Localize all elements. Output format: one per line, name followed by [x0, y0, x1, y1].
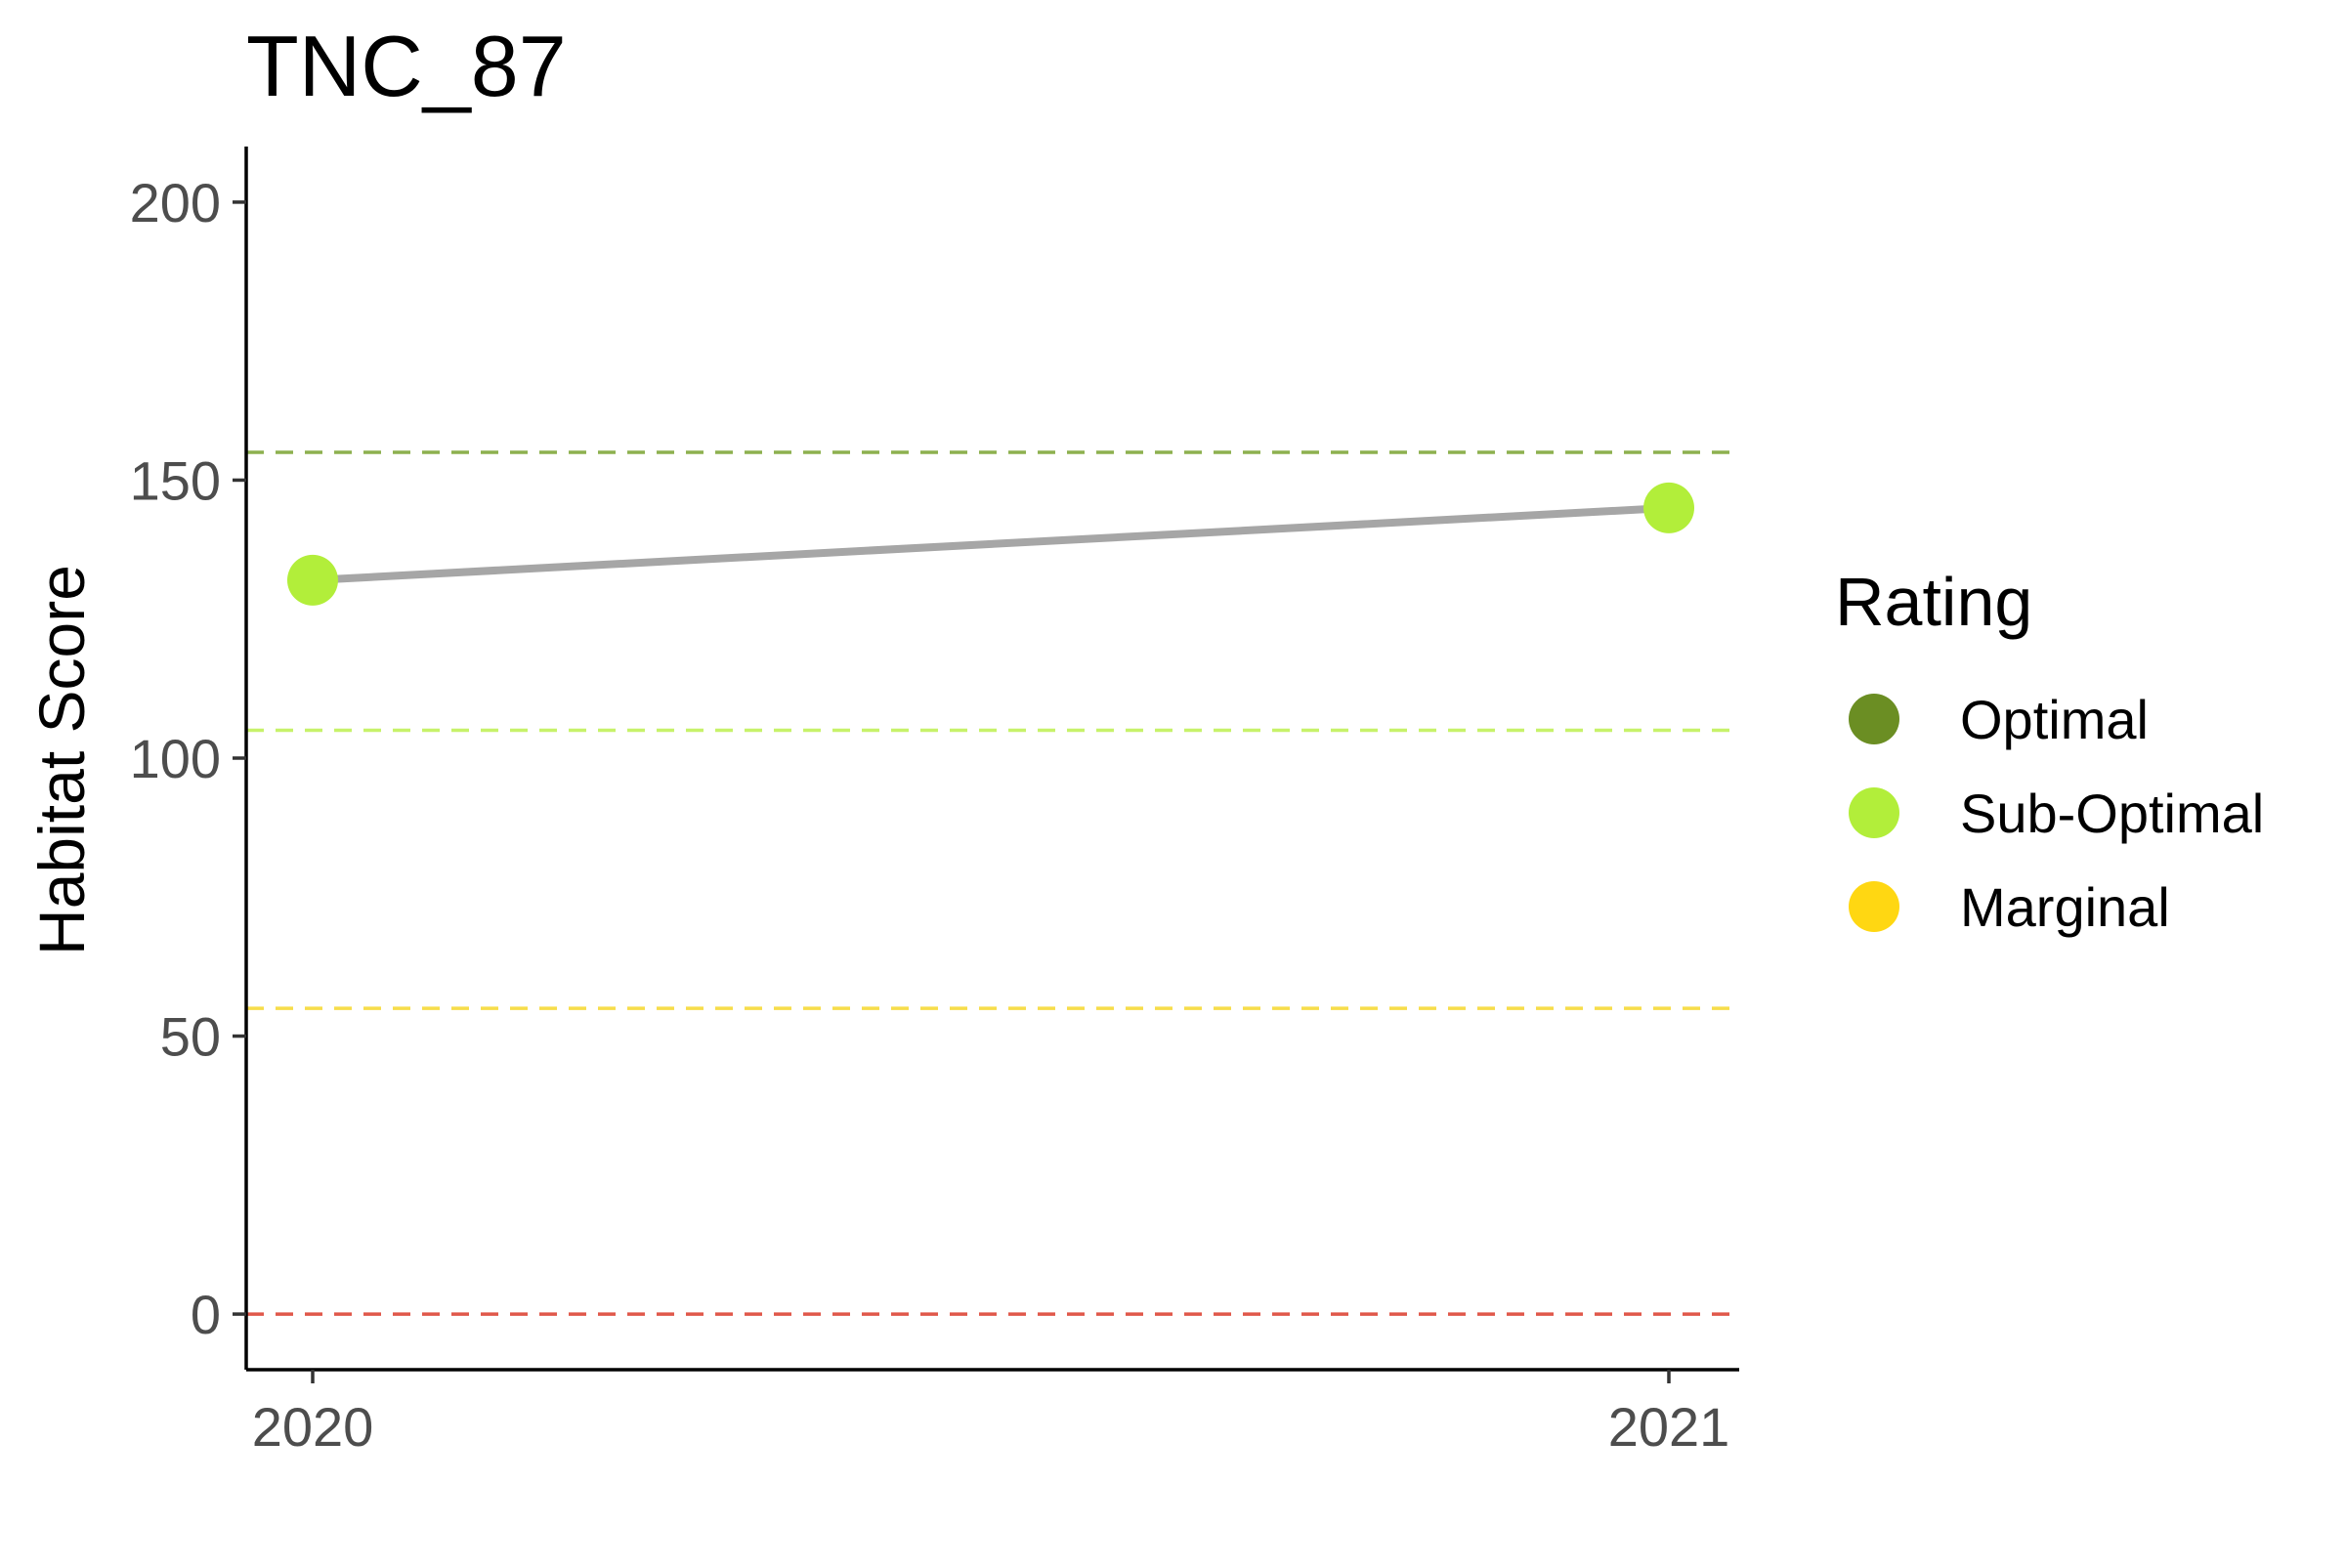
axes-layer: 0 50 100 150 200 2020 2021 [130, 147, 1739, 1458]
legend-title: Rating [1835, 564, 2032, 640]
legend-key-marginal [1849, 881, 1899, 932]
legend-key-optimal [1849, 694, 1899, 744]
legend: Rating Optimal Sub-Optimal Marginal [1835, 564, 2264, 938]
y-tick-label-50: 50 [160, 1006, 221, 1068]
series-line-0 [312, 503, 1670, 584]
chart-title: TNC_87 [246, 18, 567, 114]
legend-label-marginal: Marginal [1960, 876, 2170, 938]
x-tick-label-2021: 2021 [1608, 1396, 1730, 1458]
series-layer [287, 482, 1694, 606]
y-tick-label-200: 200 [130, 172, 221, 233]
legend-key-sub-optimal [1849, 787, 1899, 838]
y-tick-label-0: 0 [191, 1284, 221, 1345]
y-tick-label-100: 100 [130, 728, 221, 789]
reference-lines [246, 450, 1739, 1316]
x-tick-label-2020: 2020 [252, 1396, 374, 1458]
data-point-2020 [287, 554, 338, 606]
y-tick-label-150: 150 [130, 449, 221, 511]
y-axis-label: Habitat Score [25, 565, 98, 955]
legend-entries: Optimal Sub-Optimal Marginal [1849, 689, 2264, 938]
data-point-2021 [1643, 482, 1694, 533]
legend-label-sub-optimal: Sub-Optimal [1960, 783, 2264, 844]
legend-label-optimal: Optimal [1960, 689, 2149, 750]
